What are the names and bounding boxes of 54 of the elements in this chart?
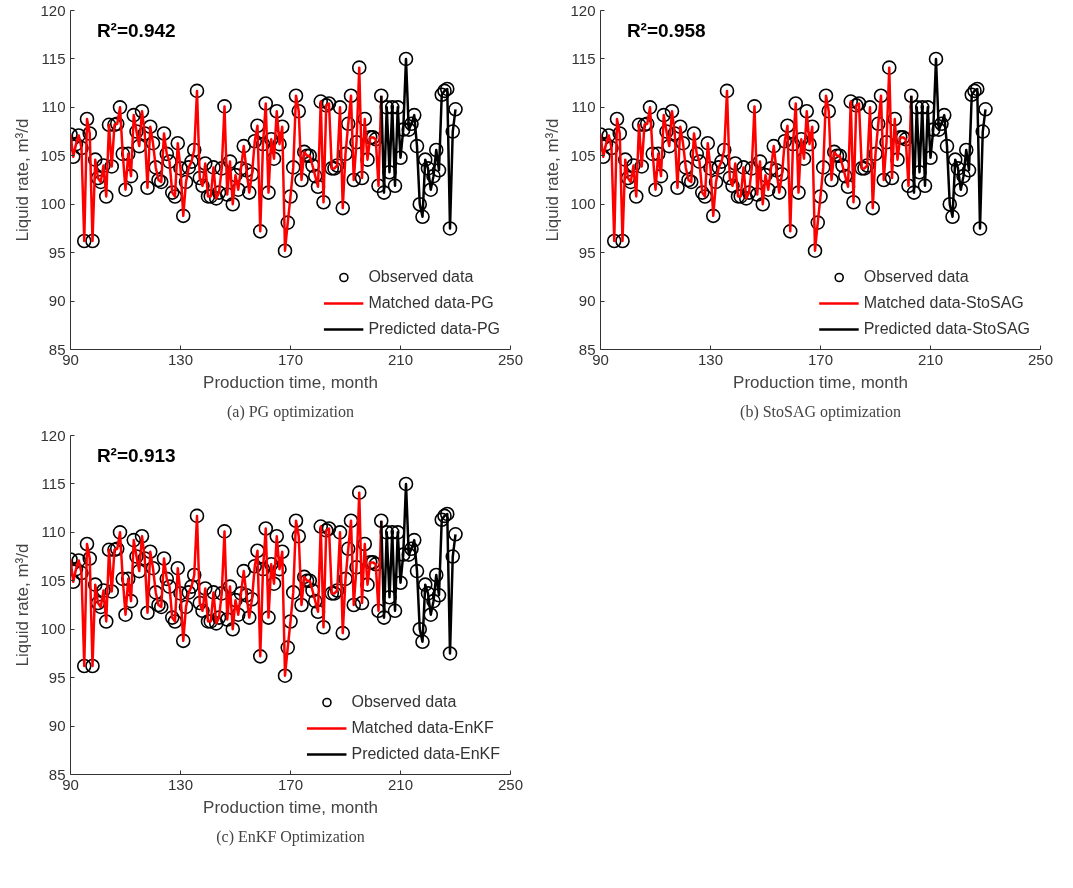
y-tick-label: 95 [578, 243, 596, 261]
y-tick-label: 105 [40, 571, 66, 589]
y-tick-label: 115 [41, 474, 66, 492]
x-tick-label: 170 [277, 350, 304, 368]
x-tick-label: 130 [167, 775, 194, 793]
legend-label: Predicted data-EnKF [351, 745, 500, 763]
legend-label: Predicted data-PG [368, 320, 500, 338]
x-axis-title: Production time, month [203, 797, 378, 817]
y-tick-label: 120 [570, 1, 596, 19]
y-tick-label: 115 [41, 49, 66, 67]
y-axis-title: Liquid rate, m³/d [13, 118, 33, 242]
y-tick-label: 110 [41, 98, 66, 116]
y-axis-title: Liquid rate, m³/d [543, 118, 563, 242]
legend-label: Predicted data-StoSAG [863, 320, 1030, 338]
x-tick-label: 130 [697, 350, 724, 368]
y-tick-label: 105 [40, 146, 66, 164]
y-tick-label: 110 [571, 98, 596, 116]
x-tick-label: 210 [387, 775, 414, 793]
x-tick-label: 170 [807, 350, 834, 368]
text: (c) EnKF Optimization [216, 827, 365, 846]
text: (b) StoSAG optimization [740, 402, 901, 421]
annotation: R²=0.942 [96, 20, 176, 42]
y-tick-label: 100 [40, 620, 66, 638]
x-axis-title: Production time, month [203, 372, 378, 392]
legend-label: Matched data-EnKF [351, 719, 494, 737]
text: (a) PG optimization [226, 402, 355, 421]
legend-label: Matched data-StoSAG [863, 294, 1024, 312]
x-tick-label: 250 [497, 775, 524, 793]
legend-label: Matched data-PG [368, 294, 494, 312]
legend-label: Observed data [351, 693, 457, 711]
x-tick-label: 250 [497, 350, 524, 368]
y-tick-label: 120 [40, 1, 66, 19]
y-tick-label: 90 [578, 292, 596, 310]
y-tick-label: 115 [571, 49, 596, 67]
x-tick-label: 170 [277, 775, 304, 793]
x-axis-title: Production time, month [733, 372, 908, 392]
x-tick-label: 210 [917, 350, 944, 368]
y-tick-label: 95 [48, 243, 66, 261]
y-tick-label: 100 [570, 195, 596, 213]
y-tick-label: 105 [570, 146, 596, 164]
annotation: R²=0.958 [626, 20, 706, 42]
legend-label: Observed data [863, 268, 969, 286]
y-tick-label: 90 [48, 292, 66, 310]
y-tick-label: 90 [48, 717, 66, 735]
annotation: R²=0.913 [96, 445, 176, 467]
x-tick-label: 130 [167, 350, 194, 368]
y-axis-title: Liquid rate, m³/d [13, 543, 33, 667]
legend-label: Observed data [368, 268, 474, 286]
x-tick-label: 210 [387, 350, 414, 368]
y-tick-label: 100 [40, 195, 66, 213]
y-tick-label: 95 [48, 668, 66, 686]
y-tick-label: 120 [40, 426, 66, 444]
x-tick-label: 250 [1027, 350, 1054, 368]
y-tick-label: 110 [41, 523, 66, 541]
